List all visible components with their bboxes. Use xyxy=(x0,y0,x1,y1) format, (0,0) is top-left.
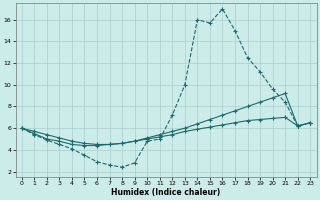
X-axis label: Humidex (Indice chaleur): Humidex (Indice chaleur) xyxy=(111,188,221,197)
